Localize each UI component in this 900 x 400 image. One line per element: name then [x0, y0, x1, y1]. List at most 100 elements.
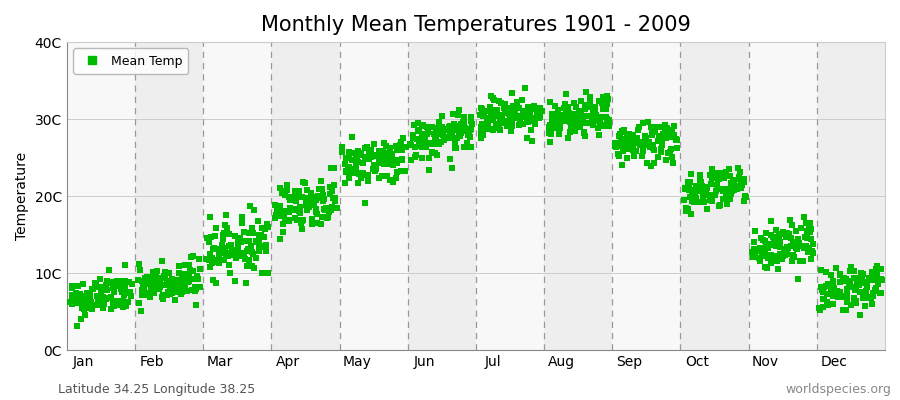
Point: [776, 253, 790, 260]
Point: [631, 127, 645, 134]
Point: [481, 108, 495, 114]
Point: [770, 252, 784, 259]
Point: [839, 278, 853, 284]
Point: [410, 136, 425, 142]
Point: [382, 151, 396, 158]
Point: [826, 281, 841, 287]
Point: [284, 207, 299, 213]
Point: [285, 206, 300, 213]
Point: [830, 290, 844, 296]
Point: [261, 224, 275, 230]
Point: [283, 216, 297, 223]
Point: [835, 278, 850, 284]
Point: [364, 150, 378, 156]
Point: [200, 235, 214, 242]
Point: [813, 306, 827, 313]
Point: [772, 244, 787, 250]
Point: [509, 115, 524, 122]
Point: [816, 288, 831, 295]
Point: [861, 294, 876, 301]
Point: [491, 125, 506, 132]
Point: [157, 296, 171, 302]
Point: [713, 202, 727, 208]
Point: [580, 120, 594, 126]
Point: [242, 202, 256, 209]
Point: [805, 248, 819, 254]
Point: [175, 283, 189, 289]
Point: [169, 282, 184, 289]
Point: [569, 117, 583, 124]
Point: [238, 238, 252, 244]
Point: [158, 268, 172, 275]
Point: [544, 99, 558, 105]
Point: [796, 258, 810, 264]
Point: [392, 142, 407, 148]
Bar: [271, 42, 339, 350]
Point: [787, 238, 801, 245]
Point: [427, 141, 441, 148]
Point: [418, 132, 432, 138]
Point: [104, 306, 118, 312]
Point: [261, 270, 275, 276]
Point: [427, 131, 441, 137]
Point: [83, 291, 97, 297]
Point: [79, 294, 94, 300]
Point: [839, 307, 853, 314]
Point: [428, 125, 443, 131]
Bar: [612, 42, 680, 350]
Point: [685, 198, 699, 204]
Point: [761, 240, 776, 247]
Point: [390, 146, 404, 153]
Point: [395, 157, 410, 163]
Point: [148, 286, 162, 292]
Point: [406, 132, 420, 138]
Point: [804, 256, 818, 262]
Point: [662, 149, 677, 155]
Point: [647, 129, 662, 136]
Point: [209, 280, 223, 286]
Point: [107, 289, 122, 295]
Point: [561, 104, 575, 110]
Point: [848, 287, 862, 293]
Point: [116, 304, 130, 310]
Point: [421, 124, 436, 130]
Point: [394, 168, 409, 174]
Point: [251, 238, 266, 244]
Bar: [408, 42, 476, 350]
Point: [320, 205, 334, 212]
Point: [419, 131, 434, 137]
Point: [776, 229, 790, 235]
Point: [832, 271, 847, 278]
Point: [479, 122, 493, 128]
Point: [864, 275, 878, 282]
Point: [118, 277, 132, 284]
Point: [524, 127, 538, 134]
Point: [366, 166, 381, 172]
Point: [519, 116, 534, 122]
Point: [392, 147, 407, 154]
Point: [372, 160, 386, 166]
Point: [788, 254, 802, 260]
Point: [140, 280, 154, 287]
Point: [840, 290, 854, 296]
Point: [771, 266, 786, 272]
Point: [292, 204, 307, 210]
Point: [72, 300, 86, 306]
Point: [873, 290, 887, 296]
Point: [759, 230, 773, 236]
Point: [514, 114, 528, 120]
Point: [525, 138, 539, 144]
Point: [624, 146, 638, 152]
Point: [86, 286, 101, 292]
Point: [804, 226, 818, 232]
Point: [212, 248, 226, 254]
Point: [854, 270, 868, 277]
Point: [437, 137, 452, 144]
Point: [94, 286, 108, 293]
Point: [343, 165, 357, 172]
Point: [162, 270, 176, 276]
Point: [335, 143, 349, 150]
Point: [849, 300, 863, 306]
Point: [433, 126, 447, 132]
Point: [310, 196, 324, 203]
